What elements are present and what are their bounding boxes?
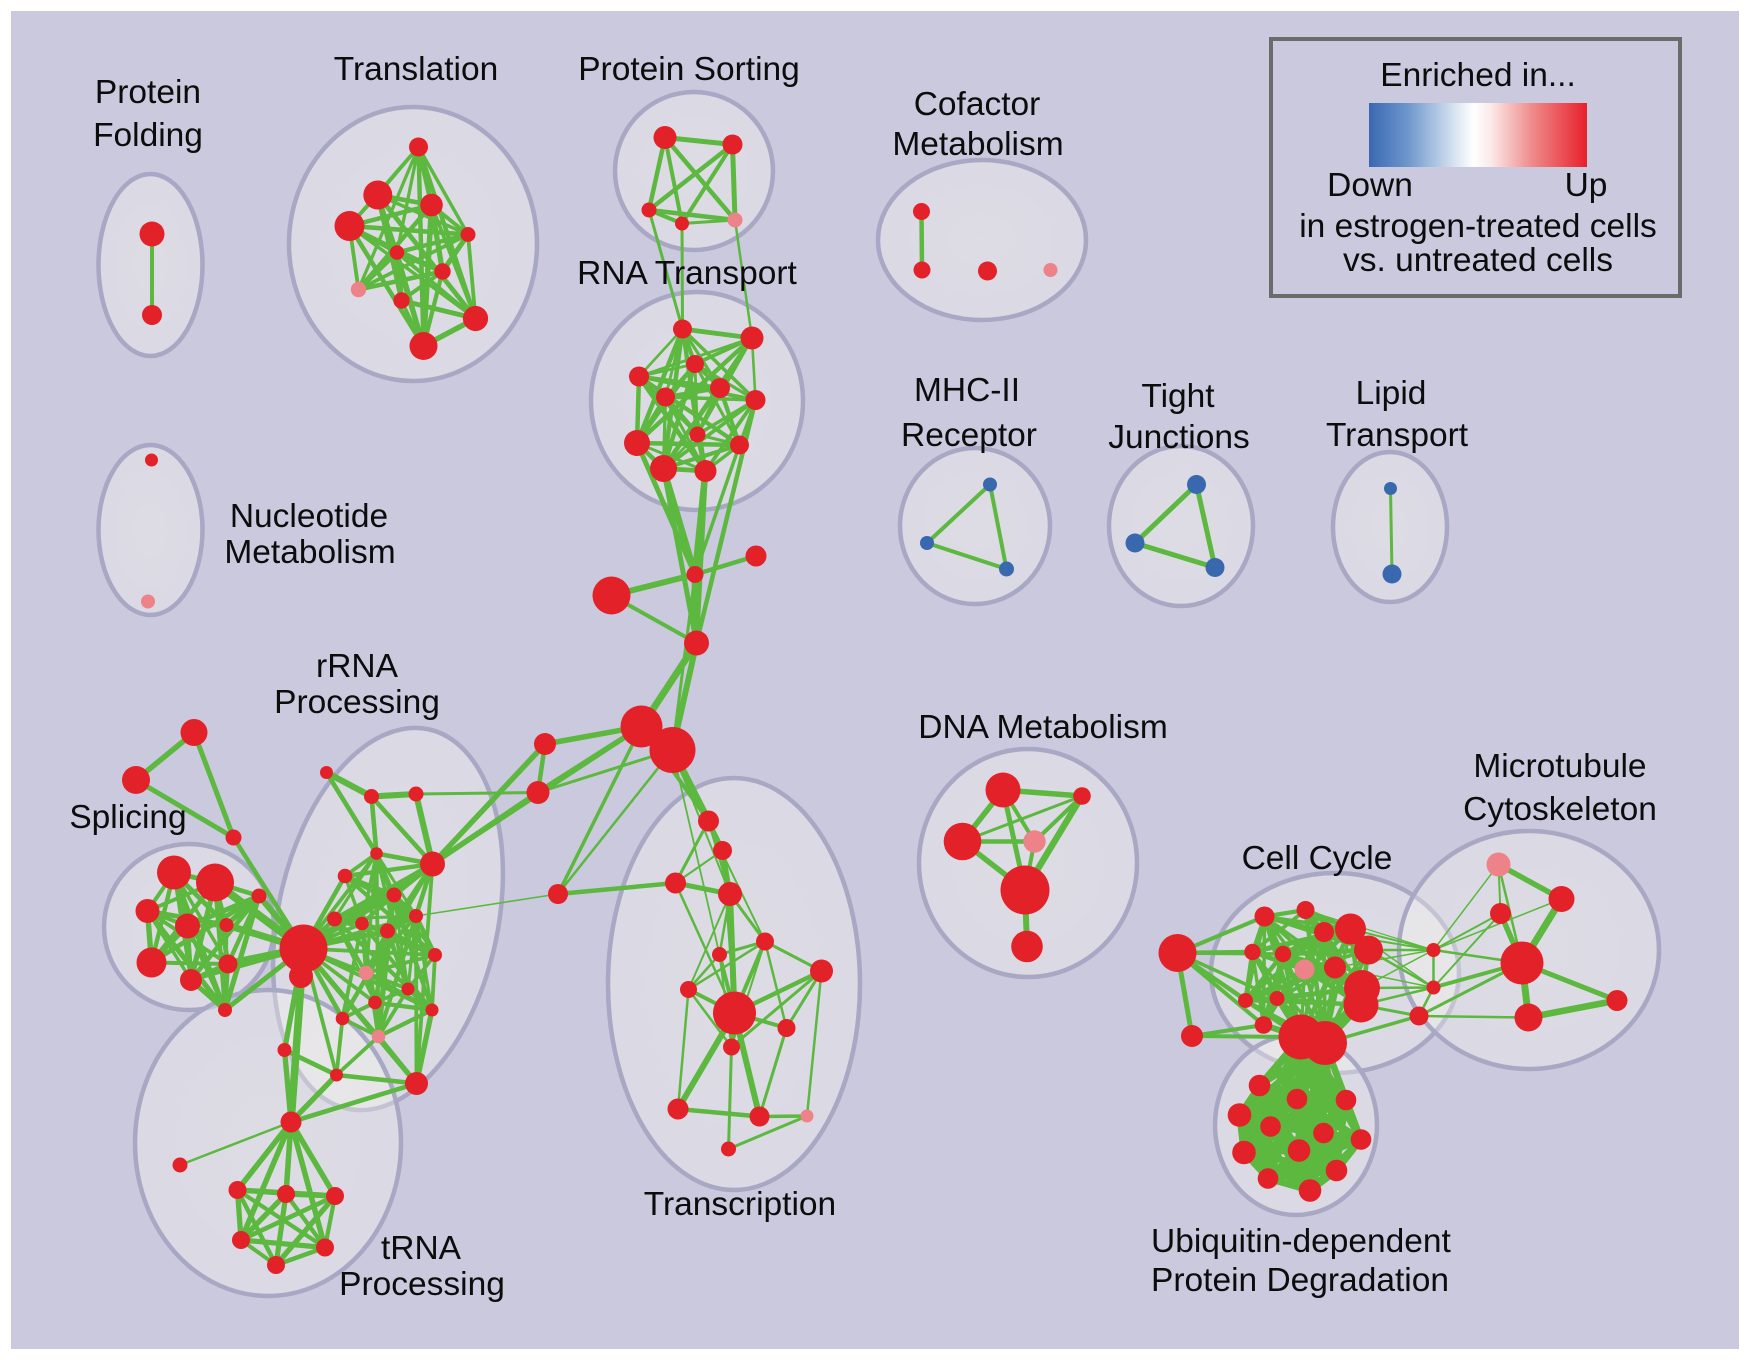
svg-text:Microtubule: Microtubule	[1473, 748, 1646, 785]
svg-text:Transport: Transport	[1326, 417, 1469, 454]
svg-text:Protein Sorting: Protein Sorting	[578, 51, 800, 88]
svg-text:vs. untreated cells: vs. untreated cells	[1343, 242, 1613, 279]
svg-text:Up: Up	[1565, 167, 1608, 204]
svg-text:RNA Transport: RNA Transport	[577, 255, 797, 292]
svg-text:Splicing: Splicing	[69, 799, 186, 836]
svg-text:Processing: Processing	[339, 1266, 505, 1303]
svg-text:Lipid: Lipid	[1356, 375, 1427, 412]
svg-text:DNA Metabolism: DNA Metabolism	[918, 709, 1167, 746]
svg-text:Cofactor: Cofactor	[914, 86, 1041, 123]
svg-text:Tight: Tight	[1141, 378, 1215, 415]
svg-text:Enriched in...: Enriched in...	[1380, 57, 1576, 94]
svg-text:tRNA: tRNA	[381, 1230, 462, 1267]
svg-text:in estrogen-treated cells: in estrogen-treated cells	[1299, 208, 1657, 245]
svg-text:Folding: Folding	[93, 117, 203, 154]
svg-text:Ubiquitin-dependent: Ubiquitin-dependent	[1151, 1223, 1452, 1260]
svg-text:MHC-II: MHC-II	[914, 372, 1020, 409]
svg-text:Down: Down	[1327, 167, 1413, 204]
svg-text:rRNA: rRNA	[316, 648, 399, 685]
svg-text:Metabolism: Metabolism	[224, 534, 395, 571]
svg-text:Cytoskeleton: Cytoskeleton	[1463, 791, 1657, 828]
svg-text:Processing: Processing	[274, 684, 440, 721]
svg-text:Junctions: Junctions	[1108, 419, 1250, 456]
svg-text:Protein Degradation: Protein Degradation	[1151, 1262, 1449, 1299]
svg-text:Cell Cycle: Cell Cycle	[1242, 840, 1393, 877]
svg-text:Translation: Translation	[334, 51, 498, 88]
svg-text:Protein: Protein	[95, 74, 201, 111]
svg-text:Nucleotide: Nucleotide	[230, 498, 388, 535]
svg-text:Metabolism: Metabolism	[892, 126, 1063, 163]
svg-text:Transcription: Transcription	[644, 1186, 836, 1223]
svg-text:Receptor: Receptor	[901, 417, 1037, 454]
